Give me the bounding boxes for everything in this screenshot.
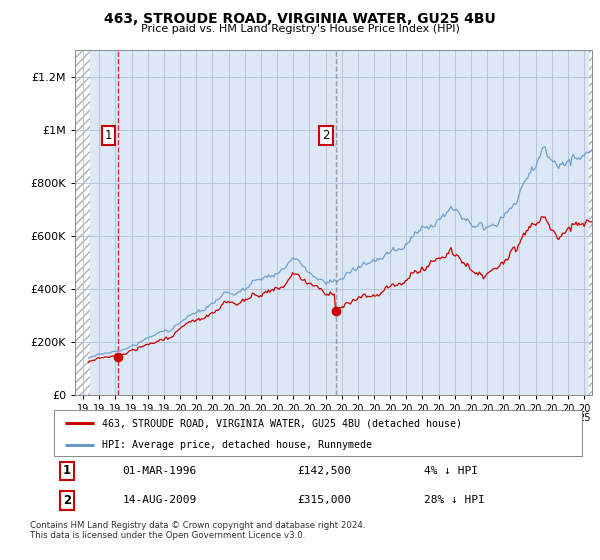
Text: 01-MAR-1996: 01-MAR-1996 [122,466,197,476]
Text: 28% ↓ HPI: 28% ↓ HPI [424,495,484,505]
Text: 2: 2 [63,493,71,507]
Text: 463, STROUDE ROAD, VIRGINIA WATER, GU25 4BU (detached house): 463, STROUDE ROAD, VIRGINIA WATER, GU25 … [101,418,461,428]
Text: £315,000: £315,000 [297,495,351,505]
Text: 463, STROUDE ROAD, VIRGINIA WATER, GU25 4BU: 463, STROUDE ROAD, VIRGINIA WATER, GU25 … [104,12,496,26]
Text: 1: 1 [105,129,112,142]
Bar [75,50,91,395]
Text: Contains HM Land Registry data © Crown copyright and database right 2024.
This d: Contains HM Land Registry data © Crown c… [30,521,365,540]
Text: 2: 2 [322,129,329,142]
Text: £142,500: £142,500 [297,466,351,476]
Text: 1: 1 [63,464,71,478]
Bar [589,50,592,395]
Text: 4% ↓ HPI: 4% ↓ HPI [424,466,478,476]
Text: HPI: Average price, detached house, Runnymede: HPI: Average price, detached house, Runn… [101,440,371,450]
Text: Price paid vs. HM Land Registry's House Price Index (HPI): Price paid vs. HM Land Registry's House … [140,24,460,34]
Text: 14-AUG-2009: 14-AUG-2009 [122,495,197,505]
